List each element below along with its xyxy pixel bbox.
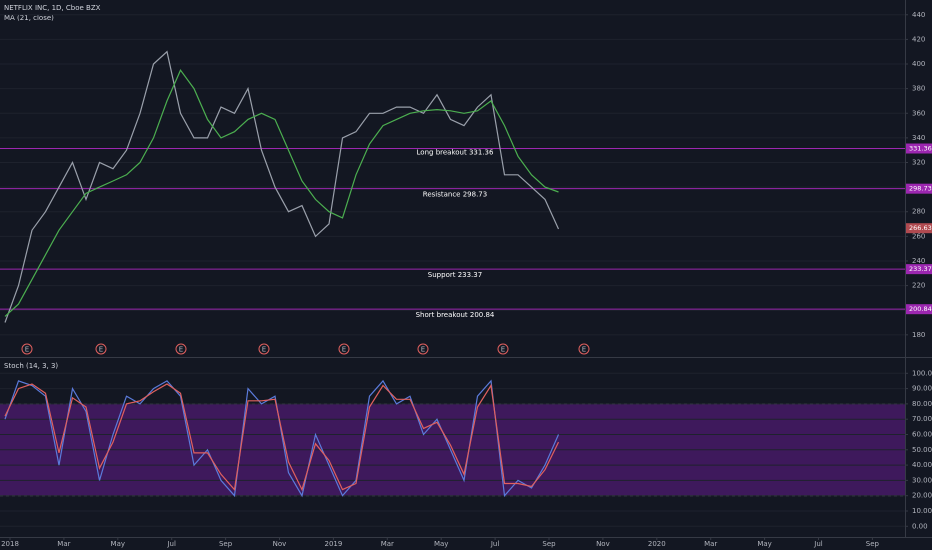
level-annotation: Resistance 298.73 (423, 191, 487, 199)
earnings-label: E (421, 346, 425, 354)
level-tag-label: 331.36 (909, 145, 932, 153)
y-tick-label: 340 (912, 134, 925, 142)
earnings-label: E (501, 346, 505, 354)
y-tick-label: 360 (912, 109, 925, 117)
y-tick-label: 0.00 (912, 522, 928, 530)
x-tick-label: Sep (866, 540, 880, 548)
y-tick-label: 50.00 (912, 446, 932, 454)
indicator-label: MA (21, close) (4, 14, 54, 22)
y-tick-label: 420 (912, 35, 925, 43)
earnings-label: E (99, 346, 103, 354)
y-tick-label: 180 (912, 331, 925, 339)
earnings-marker (258, 343, 270, 355)
earnings-marker (578, 343, 590, 355)
x-tick-label: May (757, 540, 771, 548)
x-tick-label: 2020 (648, 540, 666, 548)
earnings-marker (21, 343, 33, 355)
y-tick-label: 90.00 (912, 385, 932, 393)
level-annotation: Long breakout 331.36 (417, 149, 494, 157)
earnings-marker (338, 343, 350, 355)
series-line (4, 383, 560, 492)
x-tick-label: Jul (813, 540, 823, 548)
y-tick-label: 260 (912, 232, 925, 240)
earnings-marker (497, 343, 509, 355)
x-tick-label: Nov (273, 540, 287, 548)
earnings-label: E (179, 346, 183, 354)
x-tick-label: May (434, 540, 448, 548)
y-tick-label: 70.00 (912, 415, 932, 423)
level-tag-label: 233.37 (909, 265, 932, 273)
level-tag (906, 304, 932, 315)
earnings-label: E (25, 346, 29, 354)
y-tick-label: 40.00 (912, 461, 932, 469)
stoch-title: Stoch (14, 3, 3) (4, 362, 58, 370)
earnings-marker (95, 343, 107, 355)
earnings-label: E (262, 346, 266, 354)
y-tick-label: 240 (912, 257, 925, 265)
x-tick-label: 2018 (1, 540, 19, 548)
x-tick-label: Jul (490, 540, 500, 548)
y-tick-label: 440 (912, 11, 925, 19)
y-tick-label: 10.00 (912, 507, 932, 515)
y-tick-label: 320 (912, 158, 925, 166)
earnings-label: E (342, 346, 346, 354)
y-tick-label: 280 (912, 208, 925, 216)
y-tick-label: 380 (912, 85, 925, 93)
x-tick-label: Nov (596, 540, 610, 548)
last-price-tag (906, 223, 932, 234)
y-tick-label: 20.00 (912, 492, 932, 500)
level-tag-label: 298.73 (909, 185, 932, 193)
last-price-label: 266.63 (909, 224, 932, 232)
x-tick-label: 2019 (324, 540, 342, 548)
series-line (4, 379, 560, 498)
earnings-marker (417, 343, 429, 355)
x-tick-label: Sep (219, 540, 233, 548)
chart-title: NETFLIX INC, 1D, Cboe BZX (4, 4, 101, 12)
level-tag-label: 200.84 (909, 305, 932, 313)
level-tag (906, 183, 932, 194)
earnings-label: E (582, 346, 586, 354)
level-tag (906, 264, 932, 275)
level-annotation: Support 233.37 (428, 271, 482, 279)
level-tag (906, 143, 932, 154)
x-tick-label: May (111, 540, 125, 548)
series-line (4, 50, 560, 323)
y-tick-label: 400 (912, 60, 925, 68)
y-tick-label: 220 (912, 282, 925, 290)
y-tick-label: 60.00 (912, 430, 932, 438)
y-tick-label: 100.00 (912, 369, 932, 377)
x-tick-label: Mar (57, 540, 70, 548)
x-tick-label: Mar (704, 540, 717, 548)
level-annotation: Short breakout 200.84 (416, 311, 495, 319)
x-tick-label: Mar (381, 540, 394, 548)
y-tick-label: 80.00 (912, 400, 932, 408)
x-tick-label: Jul (166, 540, 176, 548)
x-tick-label: Sep (542, 540, 556, 548)
series-line (4, 69, 559, 317)
y-tick-label: 30.00 (912, 476, 932, 484)
earnings-marker (175, 343, 187, 355)
